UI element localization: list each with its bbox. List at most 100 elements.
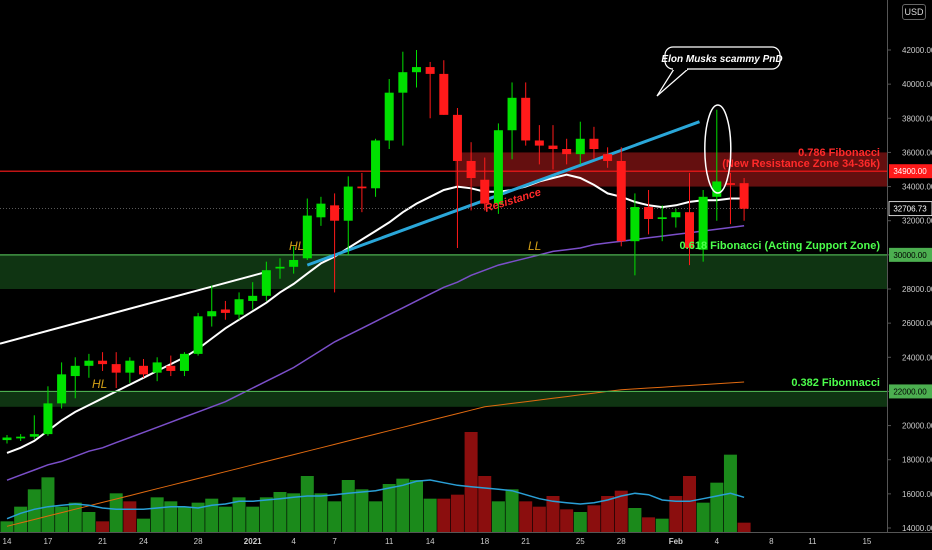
volume-bar	[191, 502, 205, 532]
volume-bar	[478, 476, 492, 532]
candle-body	[616, 160, 626, 242]
volume-bar	[614, 490, 628, 532]
candle-body	[111, 364, 121, 373]
time-axis[interactable]: 14 17 21 24 28 2021 4 7 11 14 18 21 25 28 Feb 4 8 11 15	[3, 537, 872, 546]
price-axis[interactable]: 42000.00 40000.00 38000.00 36000.00 34000.00…	[887, 46, 932, 533]
candle-body	[139, 365, 148, 375]
callout-pointer	[656, 68, 689, 97]
x-tick-label: 28	[194, 537, 203, 546]
candle-body	[179, 353, 189, 371]
candle-body	[84, 360, 94, 366]
x-tick-label: 28	[617, 537, 626, 546]
candle-body	[125, 360, 135, 373]
candle-body	[575, 138, 585, 155]
y-tick-label: 32000.00	[902, 217, 932, 226]
level-price-label: 30000.00	[893, 251, 927, 260]
y-tick-label: 18000.00	[902, 456, 932, 465]
volume-layer	[0, 432, 751, 532]
candle-body	[425, 67, 435, 74]
candle-body	[412, 67, 421, 73]
candle-body	[193, 316, 203, 354]
x-tick-label: 24	[139, 537, 148, 546]
volume-bar	[450, 494, 464, 532]
levels-layer	[0, 120, 887, 393]
volume-bar	[737, 522, 751, 532]
volume-bar	[27, 489, 41, 532]
hl-label: HL	[289, 239, 304, 253]
candle-body	[302, 215, 312, 259]
volume-bar	[137, 518, 150, 532]
volume-bar	[273, 492, 287, 532]
x-tick-label: 11	[808, 537, 817, 546]
candle-body	[603, 154, 613, 161]
volume-bar	[601, 496, 615, 532]
volume-bar	[68, 502, 82, 532]
y-tick-label: 28000.00	[902, 285, 932, 294]
volume-bar	[423, 498, 437, 532]
volume-bar	[341, 480, 355, 532]
volume-bar	[437, 498, 451, 532]
x-tick-label: 15	[862, 537, 871, 546]
volume-bar	[355, 489, 369, 532]
x-tick-label: 11	[385, 537, 394, 546]
callout-text: Elon Musks scammy PnD	[661, 54, 782, 65]
fib-382-label: 0.382 Fibonnacci	[791, 377, 880, 389]
x-tick-label: 8	[769, 537, 774, 546]
annotations-layer: 0.786 Fibonacci(New Resistance Zone 34-3…	[92, 46, 881, 391]
ll-label: LL	[528, 239, 541, 253]
volume-bar	[369, 501, 383, 532]
volume-bar	[410, 480, 423, 532]
current-price-tag	[888, 201, 932, 217]
volume-bar	[683, 476, 696, 532]
candle-body	[630, 207, 640, 242]
candle-body	[644, 207, 654, 220]
volume-bar	[587, 505, 601, 532]
x-tick-label: Feb	[669, 537, 683, 546]
x-tick-label: 4	[291, 537, 296, 546]
y-tick-label: 34000.00	[902, 183, 932, 192]
x-tick-label: 7	[332, 537, 337, 546]
volume-ma-line	[6, 479, 745, 520]
candle-body	[343, 186, 353, 221]
volume-bar	[628, 508, 642, 532]
resistance-trendline	[306, 120, 701, 267]
volume-bar	[642, 517, 656, 532]
volume-bar	[505, 489, 519, 532]
candle-body	[275, 266, 285, 269]
candle-body	[439, 73, 449, 115]
fib-786-sublabel: (New Resistance Zone 34-36k)	[722, 158, 880, 170]
candle-body	[466, 160, 476, 179]
volume-bar	[396, 478, 410, 532]
candle-body	[480, 179, 490, 204]
volume-bar	[696, 502, 710, 532]
volume-bar	[328, 501, 342, 532]
volume-bar	[532, 506, 546, 532]
fib-618-label: 0.618 Fibonacci (Acting Zupport Zone)	[680, 240, 881, 252]
y-tick-label: 14000.00	[902, 524, 932, 533]
level-price-tag	[889, 247, 932, 262]
x-tick-label: 21	[98, 537, 107, 546]
callout-ellipse	[704, 104, 732, 194]
volume-bar	[560, 509, 574, 532]
x-tick-label: 2021	[244, 537, 262, 546]
candle-body	[166, 365, 176, 371]
candle-body	[534, 140, 544, 146]
candle-body	[2, 437, 12, 441]
volume-bar	[123, 501, 137, 532]
x-tick-label: 4	[715, 537, 720, 546]
volume-bar	[546, 496, 560, 532]
y-tick-label: 38000.00	[902, 114, 932, 123]
volume-bar	[246, 506, 260, 532]
volume-bar	[96, 521, 110, 532]
candle-body	[357, 186, 367, 189]
y-tick-label: 16000.00	[902, 490, 932, 499]
volume-bar	[232, 497, 246, 532]
x-tick-label: 14	[426, 537, 435, 546]
candle-body	[371, 140, 381, 189]
volume-bar	[519, 501, 533, 532]
candle-body	[29, 434, 39, 437]
orange-ma-line	[6, 381, 745, 527]
candle-body	[452, 114, 462, 161]
currency-badge[interactable]: USD	[902, 4, 926, 20]
